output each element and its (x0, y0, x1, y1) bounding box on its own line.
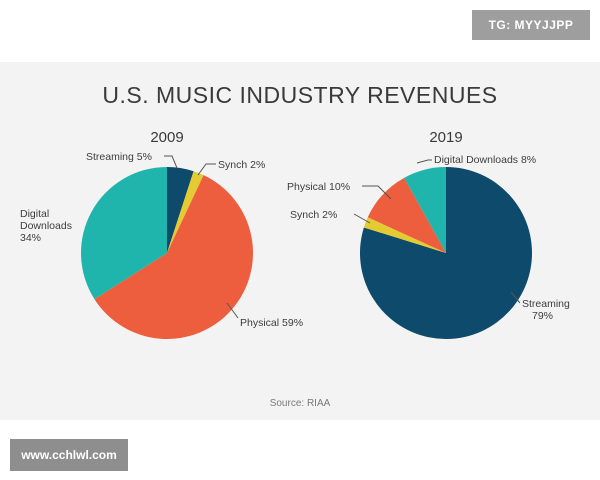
pie-2009: 2009 Streaming 5% Synch 2% Physical 59% Digi… (20, 129, 303, 339)
leader-line-2019-synch (353, 213, 371, 224)
pie-slice-2019-synch (363, 217, 446, 253)
slice-label-2019-synch: Synch 2% (290, 209, 337, 221)
slice-label-2019-streaming: Streaming 79% (522, 298, 570, 322)
pie-slice-2009-physical (94, 175, 253, 339)
pie-slice-2009-synch (167, 171, 204, 253)
slice-label-2009-synch: Synch 2% (218, 159, 265, 171)
pie-slice-2009-digital (81, 167, 167, 300)
slice-label-2019-digital: Digital Downloads 8% (434, 154, 536, 166)
pie-title-2019: 2019 (429, 129, 462, 146)
pie-slice-2019-digital (404, 167, 446, 253)
pie-slice-2009-streaming (167, 167, 194, 253)
leader-line-2019-digital (416, 159, 432, 164)
slice-label-2019-physical: Physical 10% (287, 181, 350, 193)
pie-2019: 2019 Streaming 79% Synch 2% Physical 10% Digi… (287, 129, 570, 339)
leader-line-2019-streaming (510, 291, 521, 304)
pie-slice-2019-physical (367, 177, 446, 253)
chart-title: U.S. MUSIC INDUSTRY REVENUES (102, 82, 498, 108)
leader-line-2009-synch (197, 163, 216, 176)
pie-title-2009: 2009 (150, 129, 183, 146)
watermark-tg: TG: MYYJJPP (472, 10, 590, 40)
source-note: Source: RIAA (269, 398, 331, 409)
slice-label-2009-streaming: Streaming 5% (86, 151, 152, 163)
watermark-url: www.cchlwl.com (10, 439, 128, 471)
pie-slice-2019-streaming (360, 167, 533, 339)
slice-label-2009-physical: Physical 59% (240, 317, 303, 329)
slice-label-2009-digital: Digital Downloads 34% (20, 208, 72, 244)
leader-line-2019-physical (362, 185, 392, 200)
leader-line-2009-physical (226, 302, 239, 319)
leader-line-2009-streaming (164, 155, 178, 169)
